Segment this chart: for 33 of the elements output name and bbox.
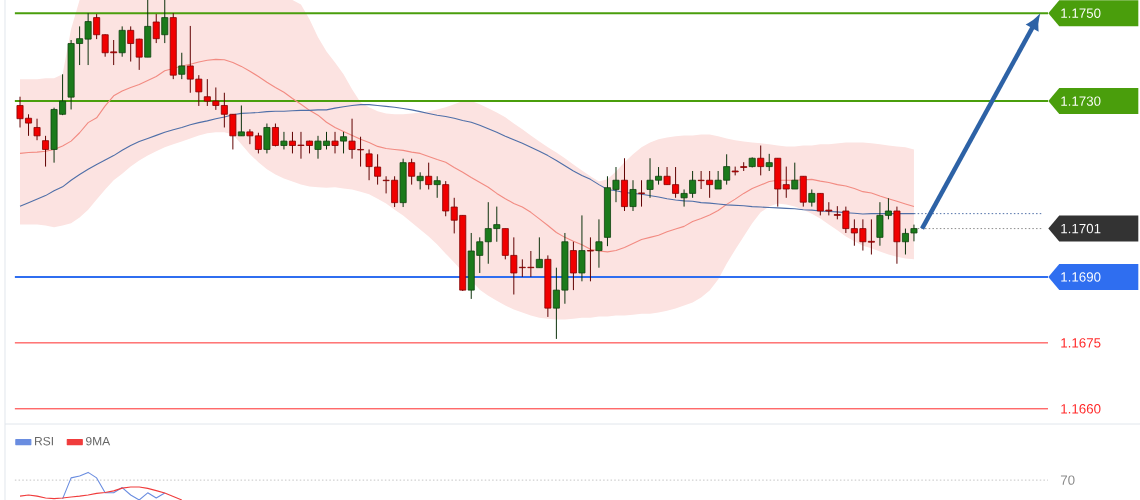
y-tick-label: 1.1730 [1061,96,1101,106]
candlestick [331,131,339,154]
y-tick-label: 1.1660 [1061,404,1101,414]
candlestick [535,236,543,269]
y-tick-label: 1.1750 [1061,8,1101,18]
legend-label: 9MA [86,436,111,446]
candlestick [152,13,160,44]
candlestick [263,123,271,154]
candlestick [629,179,637,212]
candlestick [42,135,50,168]
candlestick [33,118,41,141]
y-tick-label: 1.1701 [1061,223,1101,234]
candlestick [118,25,126,58]
candlestick [280,131,288,150]
candlestick [578,214,586,282]
candlestick [638,179,645,208]
y-tick-label: 1.1675 [1061,338,1101,348]
candlestick [791,162,799,190]
candlestick [595,218,603,269]
candlestick [408,158,416,186]
candlestick [586,236,594,282]
candlestick [569,241,577,291]
candlestick [757,145,765,176]
candlestick [161,0,169,44]
y-tick-label: 1.1690 [1061,272,1101,282]
candlestick [782,166,790,199]
text: 70 [1060,475,1075,485]
legend-label: RSI [35,436,53,446]
candlestick [425,162,433,190]
candlestick [340,131,348,154]
candlestick [178,52,186,80]
candlestick [237,105,245,137]
candlestick [433,175,441,199]
